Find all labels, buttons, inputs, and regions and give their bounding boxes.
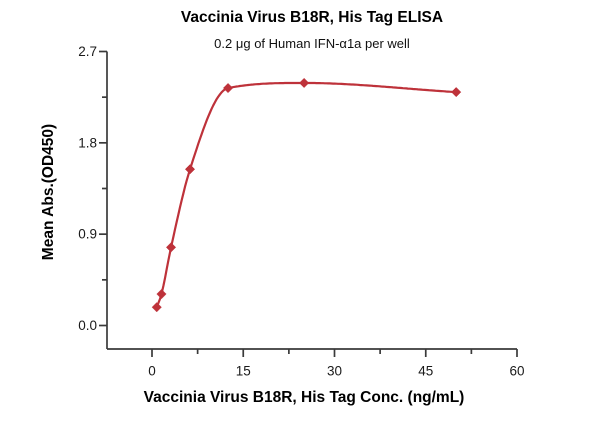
data-point-marker <box>299 77 310 89</box>
chart-subtitle: 0.2 μg of Human IFN-α1a per well <box>214 36 410 51</box>
data-point-marker <box>165 242 177 253</box>
x-tick-label: 60 <box>509 364 524 379</box>
data-point-marker <box>222 82 234 94</box>
data-point-marker <box>451 87 462 98</box>
chart-title: Vaccinia Virus B18R, His Tag ELISA <box>180 9 444 26</box>
x-tick-label: 0 <box>148 364 156 379</box>
y-tick-label: 1.8 <box>78 135 97 150</box>
y-tick-label: 0.9 <box>78 227 97 242</box>
x-tick-label: 45 <box>418 364 433 379</box>
y-tick-label: 0.0 <box>78 318 97 333</box>
data-point-marker <box>151 302 162 313</box>
x-axis-label: Vaccinia Virus B18R, His Tag Conc. (ng/m… <box>143 389 465 406</box>
fit-curve <box>155 81 458 309</box>
y-tick-label: 2.7 <box>78 44 97 59</box>
x-tick-label: 30 <box>327 364 342 379</box>
data-point-marker <box>156 288 167 300</box>
x-tick-label: 15 <box>236 364 251 379</box>
data-point-marker <box>184 164 196 175</box>
